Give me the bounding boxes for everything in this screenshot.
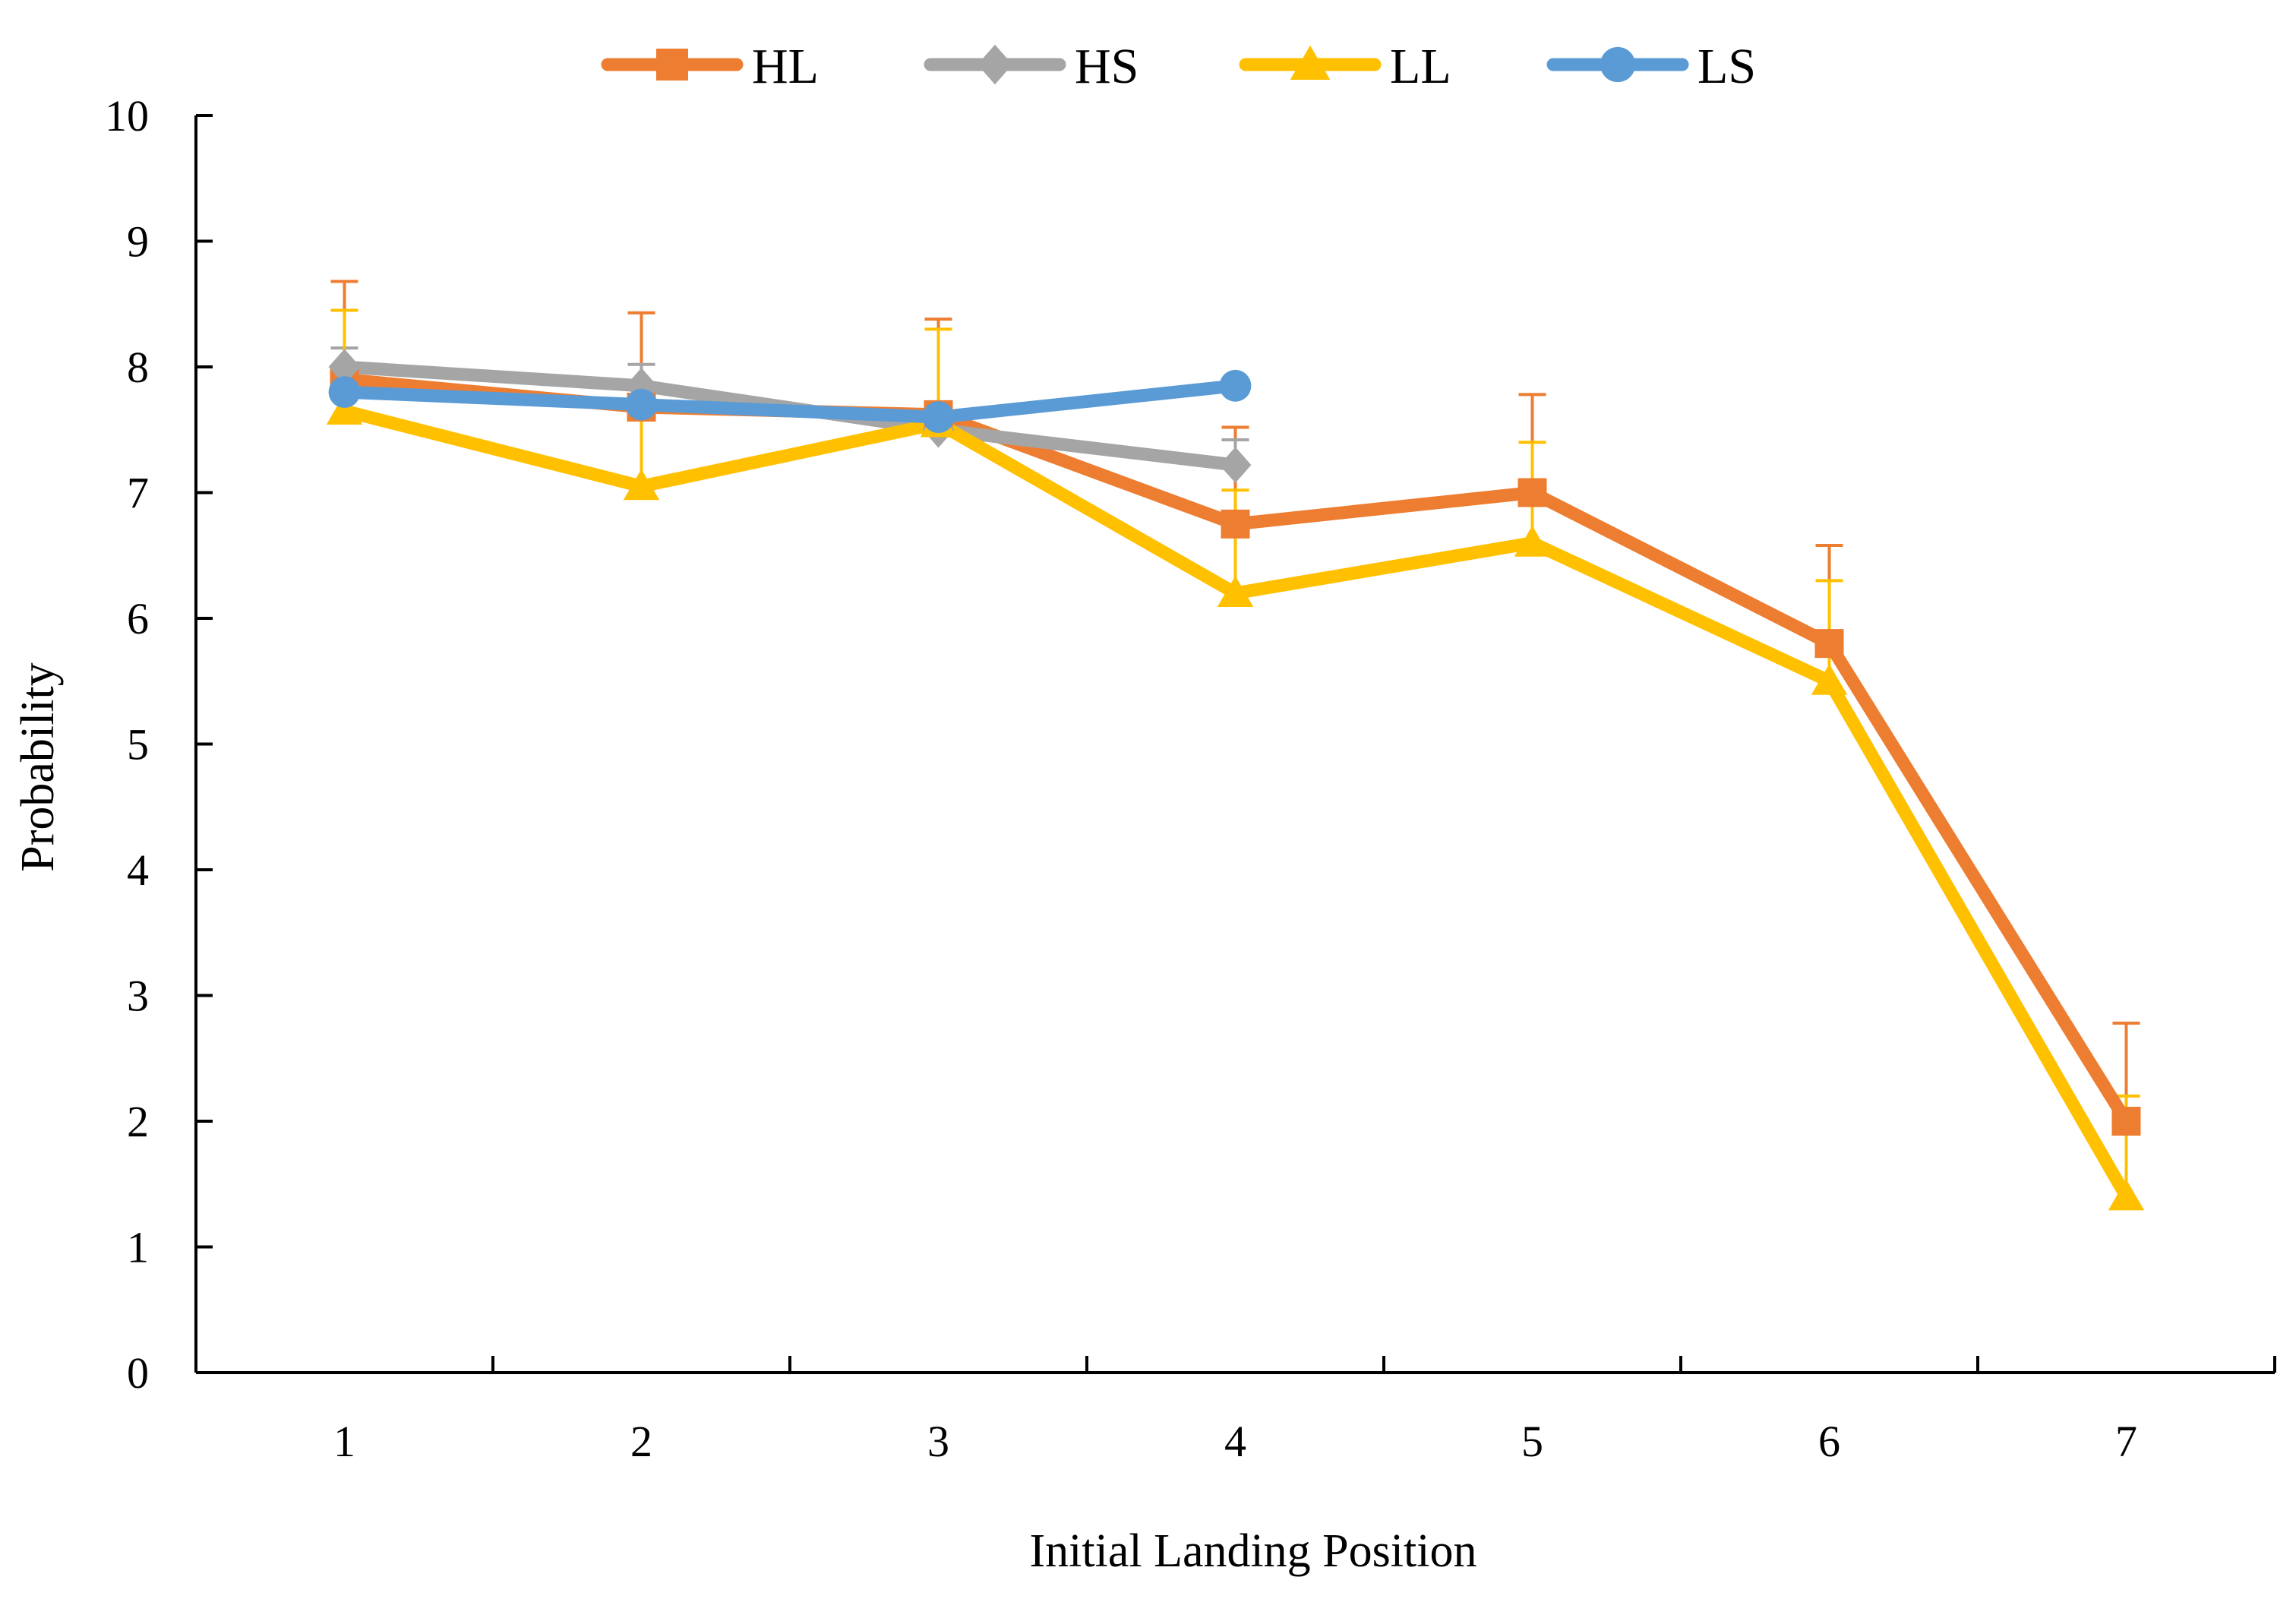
y-tick-label: 10 xyxy=(105,91,149,141)
legend-marker-hl xyxy=(656,49,688,81)
x-axis-title: Initial Landing Position xyxy=(1030,1525,1477,1577)
x-tick-label: 4 xyxy=(1224,1417,1246,1466)
series-line-ls xyxy=(338,379,1242,424)
data-point-hl xyxy=(1814,629,1844,659)
data-point-ll xyxy=(1217,576,1254,607)
data-point-ll xyxy=(2108,1179,2145,1211)
legend-marker-ls xyxy=(1600,46,1636,83)
x-tick-label: 7 xyxy=(2115,1417,2137,1466)
data-point-hl xyxy=(1221,509,1250,539)
legend-label-ls: LS xyxy=(1698,39,1756,94)
x-axis: 1 2 3 4 5 6 7 xyxy=(194,1356,2276,1466)
y-tick-label: 0 xyxy=(127,1348,149,1398)
legend: HL HS LL LS xyxy=(601,39,1756,94)
x-tick-label: 5 xyxy=(1521,1417,1543,1466)
x-tick-label: 6 xyxy=(1818,1417,1840,1466)
y-tick-label: 3 xyxy=(127,972,149,1021)
legend-marker-ll xyxy=(1290,45,1331,80)
y-tick-label: 8 xyxy=(127,343,149,392)
y-axis: 0 1 2 3 4 5 6 7 8 9 10 xyxy=(105,91,213,1398)
y-tick-label: 9 xyxy=(127,217,149,267)
data-point-ls xyxy=(922,401,955,434)
data-point-ll xyxy=(623,469,660,501)
data-point-hs xyxy=(328,349,361,385)
series-markers xyxy=(326,349,2145,1211)
y-tick-label: 6 xyxy=(127,594,149,643)
y-tick-label: 4 xyxy=(127,845,149,895)
data-point-ll xyxy=(1514,525,1551,557)
x-tick-label: 1 xyxy=(333,1417,355,1466)
data-point-ll xyxy=(1811,663,1848,695)
y-tick-label: 1 xyxy=(127,1223,149,1272)
y-tick-label: 2 xyxy=(127,1097,149,1146)
y-axis-title: Probability xyxy=(12,662,64,872)
data-point-hl xyxy=(2111,1107,2141,1136)
data-point-ls xyxy=(328,376,361,408)
data-point-hl xyxy=(1518,478,1547,507)
legend-label-ll: LL xyxy=(1390,39,1451,94)
legend-label-hs: HS xyxy=(1075,39,1139,94)
legend-marker-hs xyxy=(977,44,1013,85)
legend-label-hl: HL xyxy=(752,39,819,94)
x-tick-label: 2 xyxy=(630,1417,652,1466)
y-tick-label: 7 xyxy=(127,469,149,518)
data-point-ls xyxy=(1219,369,1252,402)
x-tick-label: 3 xyxy=(927,1417,949,1466)
data-point-ls xyxy=(625,388,658,421)
data-point-ll xyxy=(326,393,363,425)
y-tick-label: 5 xyxy=(127,720,149,769)
data-point-hs xyxy=(1219,447,1252,483)
